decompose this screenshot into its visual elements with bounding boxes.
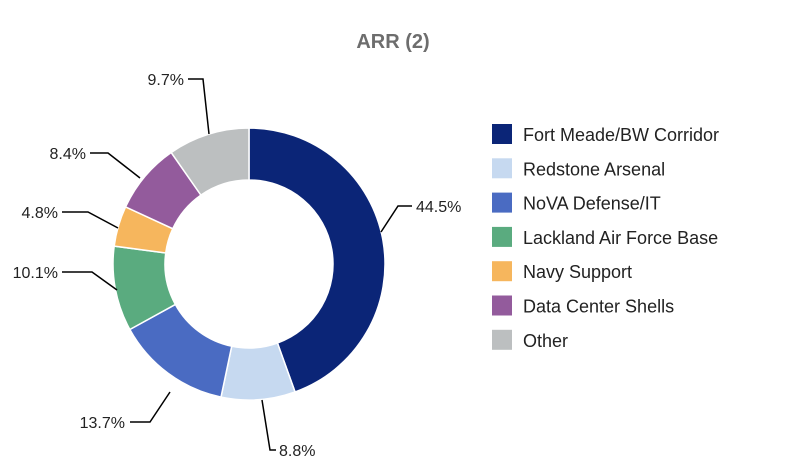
leader-line — [380, 205, 412, 233]
legend-swatch — [492, 158, 512, 179]
data-label: 13.7% — [80, 415, 125, 432]
data-label: 10.1% — [13, 265, 58, 282]
legend-item: Other — [492, 329, 568, 351]
legend-item: Lackland Air Force Base — [492, 226, 718, 248]
leader-line — [90, 152, 141, 179]
leader-line — [62, 271, 118, 291]
data-label: 4.8% — [22, 205, 58, 222]
legend-label: Fort Meade/BW Corridor — [523, 125, 719, 145]
legend-swatch — [492, 329, 512, 350]
data-label: 44.5% — [416, 199, 461, 216]
legend-item: Redstone Arsenal — [492, 158, 665, 179]
legend-swatch — [492, 124, 512, 144]
chart-title: ARR (2) — [356, 31, 429, 53]
legend-item: NoVA Defense/IT — [492, 192, 661, 214]
data-label: 8.8% — [279, 443, 315, 460]
legend-item: Data Center Shells — [492, 295, 674, 317]
legend-swatch — [492, 192, 512, 213]
legend-label: Other — [523, 331, 568, 351]
data-label: 9.7% — [148, 72, 184, 89]
leader-line — [130, 391, 171, 423]
legend-label: Data Center Shells — [523, 297, 674, 317]
legend-label: Lackland Air Force Base — [523, 228, 718, 248]
leader-line — [261, 399, 276, 451]
legend-swatch — [492, 261, 512, 282]
legend-item: Navy Support — [492, 261, 632, 282]
legend-swatch — [492, 226, 512, 247]
legend-item: Fort Meade/BW Corridor — [492, 124, 719, 145]
donut-slice — [248, 127, 386, 393]
legend-label: Navy Support — [523, 262, 632, 282]
legend-swatch — [492, 295, 512, 316]
legend-label: Redstone Arsenal — [523, 159, 665, 179]
legend-label: NoVA Defense/IT — [523, 194, 661, 214]
leader-line — [62, 211, 119, 229]
leader-line — [188, 78, 210, 135]
donut-slice — [170, 127, 250, 197]
data-label: 8.4% — [50, 146, 86, 163]
